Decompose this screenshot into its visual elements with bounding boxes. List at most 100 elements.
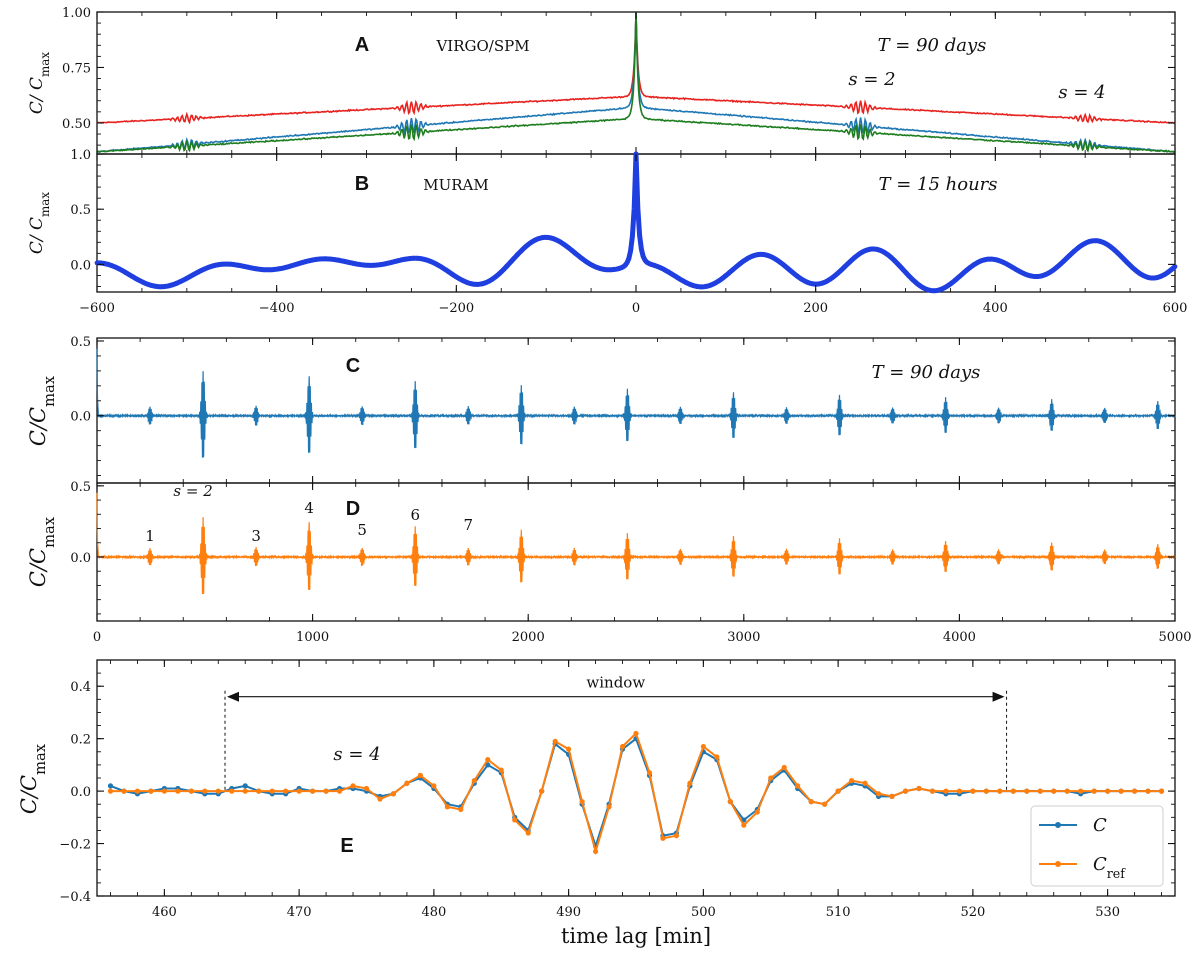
panel-b-point bbox=[744, 256, 750, 261]
panel-b-point bbox=[1064, 255, 1070, 261]
panel-b-point bbox=[191, 271, 197, 277]
panel-e-point-C_ref bbox=[471, 778, 477, 784]
panel-e-point-C_ref bbox=[1158, 788, 1165, 794]
panel-b-point bbox=[137, 278, 143, 284]
legend-cref-label: Cref bbox=[1093, 854, 1126, 881]
panel-a-letter: A bbox=[355, 34, 369, 56]
panel-b-point bbox=[461, 278, 466, 284]
panel-b-point bbox=[842, 264, 847, 270]
panel-b-point bbox=[655, 264, 660, 269]
panel-b-point bbox=[518, 248, 524, 254]
x-tick-label: 200 bbox=[803, 301, 828, 316]
panel-b-point bbox=[1054, 265, 1059, 271]
panel-e-point-C_ref bbox=[902, 788, 909, 794]
panel-b-point bbox=[432, 260, 438, 266]
panel-b-point bbox=[622, 262, 628, 268]
panel-b-point bbox=[838, 268, 844, 273]
panel-b-point bbox=[281, 265, 287, 271]
panel-e-point-C_ref bbox=[512, 817, 518, 823]
panel-b-point bbox=[766, 253, 772, 259]
panel-b-point bbox=[1046, 270, 1052, 276]
panel-e-point-C_ref bbox=[1064, 788, 1070, 794]
panel-b-point bbox=[597, 266, 603, 271]
skip-label: 7 bbox=[463, 516, 473, 534]
panel-e-point-C_ref bbox=[498, 767, 504, 773]
panel-b-point bbox=[967, 265, 973, 270]
panel-b-point bbox=[195, 269, 201, 275]
panel-b-point bbox=[554, 237, 560, 243]
panel-b-point bbox=[1161, 272, 1167, 278]
panel-e-point-C_ref bbox=[808, 799, 814, 805]
skip-label: 6 bbox=[410, 506, 420, 524]
panel-e-point-C_ref bbox=[781, 764, 787, 771]
panel-e-point-C_ref bbox=[835, 788, 841, 794]
panel-b-point bbox=[360, 262, 366, 268]
panel-b-point bbox=[468, 281, 474, 287]
panel-c-series bbox=[96, 348, 1176, 458]
panel-b-ylabel: C/ Cmax bbox=[27, 192, 52, 255]
panel-b-point bbox=[1000, 259, 1005, 265]
panel-b-point bbox=[507, 260, 513, 265]
panel-e-point-C bbox=[107, 783, 114, 789]
panel-b-point bbox=[1143, 274, 1149, 280]
panel-b-point bbox=[576, 253, 581, 259]
y-tick-label: −0.4 bbox=[59, 890, 91, 905]
panel-b-point bbox=[558, 239, 563, 245]
panel-c-ticks: 0.0 0.5 bbox=[70, 335, 1176, 483]
legend-cref-marker bbox=[1055, 861, 1061, 867]
panel-b-point bbox=[1136, 270, 1142, 276]
x-tick-label: 500 bbox=[691, 905, 716, 920]
panel-b-point bbox=[453, 274, 459, 280]
panel-b-point bbox=[220, 261, 226, 267]
panel-b-point bbox=[723, 273, 729, 279]
panel-b-point bbox=[741, 258, 747, 264]
panel-b-point bbox=[637, 232, 642, 238]
panel-b-point bbox=[166, 283, 172, 289]
panel-b-point bbox=[216, 262, 222, 267]
panel-b-point bbox=[1100, 239, 1106, 245]
panel-b-point bbox=[662, 267, 668, 273]
panel-b-point bbox=[1003, 261, 1009, 267]
panel-b-point bbox=[946, 282, 952, 288]
x-tick-label: −400 bbox=[259, 301, 295, 316]
panel-e-point-C_ref bbox=[1145, 788, 1151, 794]
panel-b-point bbox=[1125, 261, 1131, 266]
panel-b-point bbox=[123, 270, 129, 275]
panel-e-point-C_ref bbox=[1078, 788, 1084, 794]
panel-a-duration: T = 90 days bbox=[878, 35, 987, 56]
panel-b-point bbox=[590, 263, 596, 269]
panel-b-point bbox=[877, 247, 883, 253]
panel-b-point bbox=[310, 257, 315, 263]
y-tick-label: 0.0 bbox=[70, 785, 91, 800]
panel-b-point bbox=[701, 284, 707, 290]
panel-c-duration: T = 90 days bbox=[872, 362, 981, 383]
panel-b-point bbox=[378, 262, 384, 267]
panel-e-point-C_ref bbox=[889, 793, 895, 799]
panel-b-point bbox=[719, 276, 725, 281]
panel-b-point bbox=[899, 265, 905, 271]
panel-b-point bbox=[867, 246, 872, 252]
panel-b-point bbox=[317, 256, 323, 262]
panel-b-point bbox=[1032, 274, 1038, 279]
panel-b-point bbox=[500, 267, 506, 273]
skip-label: 3 bbox=[251, 527, 261, 545]
panel-b-point bbox=[356, 262, 362, 267]
panel-e: 460 470 480 490 500 510 520 530 −0.4 −0.2 0.0 0.2 0.… bbox=[17, 659, 1176, 948]
panel-b-point bbox=[665, 269, 671, 275]
panel-b-point bbox=[177, 279, 183, 285]
panel-e-point-C_ref bbox=[188, 788, 194, 794]
panel-e-point-C_ref bbox=[1024, 788, 1030, 794]
panel-b-point bbox=[985, 256, 991, 262]
panel-d: 0 1000 2000 3000 4000 5000 0.0 0.5 D s = 2 1 3 4 5 6… bbox=[26, 480, 1192, 645]
y-tick-label: 0.5 bbox=[70, 480, 91, 495]
panel-b-point bbox=[957, 274, 962, 279]
panel-b-point bbox=[974, 260, 980, 266]
panel-b-point bbox=[942, 285, 948, 290]
panel-b-point bbox=[349, 260, 355, 266]
panel-e-frame bbox=[96, 659, 1176, 897]
panel-b-point bbox=[964, 267, 969, 273]
panel-e-point-C_ref bbox=[525, 830, 531, 836]
panel-b-point bbox=[259, 267, 265, 272]
panel-b-point bbox=[313, 257, 319, 262]
panel-b-point bbox=[134, 276, 139, 282]
